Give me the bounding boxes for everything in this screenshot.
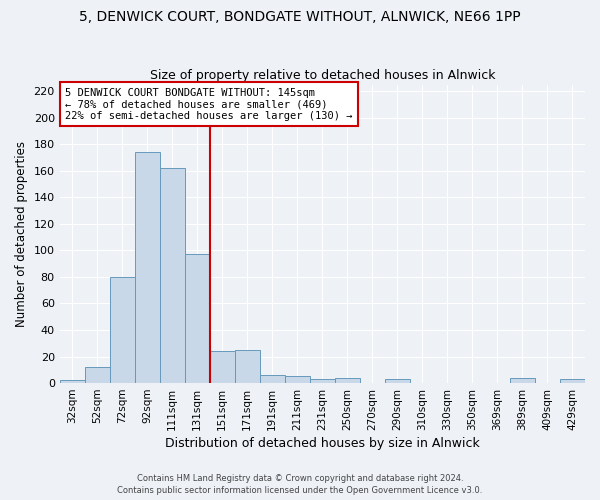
Text: Contains HM Land Registry data © Crown copyright and database right 2024.
Contai: Contains HM Land Registry data © Crown c… (118, 474, 482, 495)
Bar (135, 152, 160, 383)
Bar (260, 375, 285, 383)
Bar (210, 351, 235, 383)
X-axis label: Distribution of detached houses by size in Alnwick: Distribution of detached houses by size … (165, 437, 480, 450)
Title: Size of property relative to detached houses in Alnwick: Size of property relative to detached ho… (149, 69, 495, 82)
Text: 5 DENWICK COURT BONDGATE WITHOUT: 145sqm
← 78% of detached houses are smaller (4: 5 DENWICK COURT BONDGATE WITHOUT: 145sqm… (65, 88, 352, 120)
Bar (335, 378, 360, 383)
Bar (85, 367, 110, 383)
Bar (110, 277, 135, 383)
Bar (310, 379, 335, 383)
Bar (560, 379, 585, 383)
Text: 5, DENWICK COURT, BONDGATE WITHOUT, ALNWICK, NE66 1PP: 5, DENWICK COURT, BONDGATE WITHOUT, ALNW… (79, 10, 521, 24)
Bar (160, 168, 185, 383)
Bar (235, 350, 260, 383)
Bar (385, 379, 410, 383)
Bar (59, 380, 85, 383)
Y-axis label: Number of detached properties: Number of detached properties (15, 141, 28, 327)
Bar (185, 254, 210, 383)
Bar (510, 378, 535, 383)
Bar (285, 376, 310, 383)
